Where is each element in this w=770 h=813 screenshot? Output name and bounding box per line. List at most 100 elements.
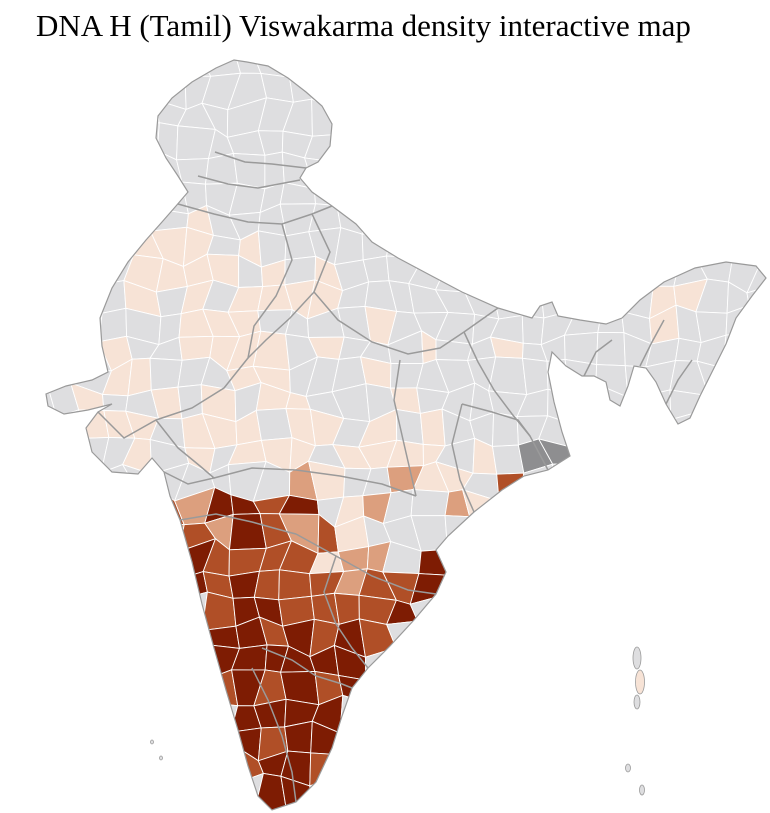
district-cell[interactable] [653, 772, 678, 811]
district-cell[interactable] [148, 179, 189, 215]
district-cell[interactable] [28, 285, 50, 314]
district-cell[interactable] [0, 211, 32, 239]
district-cell[interactable] [594, 175, 621, 212]
district-cell[interactable] [547, 149, 577, 180]
district-cell[interactable] [592, 627, 628, 656]
district-cell[interactable] [156, 694, 190, 726]
district-cell[interactable] [436, 596, 468, 624]
district-cell[interactable] [460, 800, 498, 813]
district-cell[interactable] [486, 125, 529, 161]
district-cell[interactable] [644, 670, 685, 706]
island-andaman-south[interactable] [633, 694, 641, 710]
district-cell[interactable] [46, 150, 78, 190]
district-cell[interactable] [489, 592, 525, 629]
district-cell[interactable] [48, 695, 75, 733]
district-cell[interactable] [496, 472, 525, 502]
district-cell[interactable] [414, 678, 449, 706]
district-cell[interactable] [722, 672, 754, 710]
district-cell[interactable] [698, 48, 731, 77]
district-cell[interactable] [24, 410, 59, 442]
district-cell[interactable] [0, 437, 24, 472]
district-cell[interactable] [121, 644, 159, 677]
district-cell[interactable] [513, 280, 545, 319]
district-cell[interactable] [151, 750, 188, 782]
district-cell[interactable] [624, 96, 655, 129]
district-cell[interactable] [201, 747, 241, 788]
district-cell[interactable] [569, 434, 607, 465]
district-cell[interactable] [73, 128, 112, 159]
district-cell[interactable] [30, 214, 56, 233]
district-cell[interactable] [385, 803, 413, 813]
district-cell[interactable] [538, 644, 580, 678]
district-cell[interactable] [550, 177, 570, 211]
district-cell[interactable] [3, 265, 29, 286]
district-cell[interactable] [491, 175, 527, 210]
district-cell[interactable] [671, 135, 707, 153]
district-cell[interactable] [645, 487, 678, 524]
district-cell[interactable] [486, 697, 523, 728]
district-cell[interactable] [756, 98, 770, 129]
district-cell[interactable] [446, 233, 474, 264]
district-cell[interactable] [56, 438, 80, 464]
district-cell[interactable] [675, 235, 704, 266]
district-cell[interactable] [723, 751, 758, 780]
district-cell[interactable] [154, 539, 181, 580]
district-cell[interactable] [366, 123, 394, 163]
district-cell[interactable] [569, 461, 596, 496]
district-cell[interactable] [564, 358, 598, 397]
district-cell[interactable] [357, 181, 394, 212]
district-cell[interactable] [698, 72, 725, 112]
district-cell[interactable] [567, 747, 601, 784]
district-cell[interactable] [590, 434, 631, 474]
district-cell[interactable] [385, 776, 416, 810]
district-cell[interactable] [592, 653, 626, 677]
district-cell[interactable] [26, 644, 59, 681]
district-cell[interactable] [499, 513, 521, 545]
district-cell[interactable] [539, 523, 580, 545]
district-cell[interactable] [513, 746, 550, 782]
district-cell[interactable] [227, 801, 265, 813]
district-cell[interactable] [311, 98, 334, 137]
district-cell[interactable] [201, 591, 237, 632]
district-cell[interactable] [644, 700, 684, 731]
district-cell[interactable] [103, 644, 135, 677]
district-cell[interactable] [177, 384, 203, 420]
district-cell[interactable] [752, 151, 770, 179]
district-cell[interactable] [53, 545, 82, 577]
district-cell[interactable] [0, 305, 30, 345]
district-cell[interactable] [22, 512, 59, 549]
district-cell[interactable] [77, 517, 109, 551]
district-cell[interactable] [675, 72, 705, 112]
district-cell[interactable] [650, 95, 677, 137]
district-cell[interactable] [50, 567, 75, 605]
district-cell[interactable] [28, 309, 48, 346]
district-cell[interactable] [0, 282, 28, 313]
district-cell[interactable] [355, 798, 397, 813]
district-cell[interactable] [668, 187, 700, 209]
district-cell[interactable] [622, 564, 652, 605]
island-lakshadweep-2[interactable] [159, 755, 163, 761]
district-cell[interactable] [748, 515, 770, 552]
district-cell[interactable] [1, 48, 28, 86]
district-cell[interactable] [698, 203, 726, 237]
district-cell[interactable] [103, 675, 136, 705]
district-cell[interactable] [122, 720, 158, 758]
district-cell[interactable] [356, 726, 392, 758]
district-cell[interactable] [622, 593, 658, 629]
district-cell[interactable] [0, 499, 23, 523]
district-cell[interactable] [650, 71, 683, 106]
district-cell[interactable] [570, 126, 603, 156]
district-cell[interactable] [617, 496, 653, 521]
district-cell[interactable] [721, 75, 761, 101]
district-cell[interactable] [104, 46, 130, 84]
district-cell[interactable] [645, 515, 683, 553]
district-cell[interactable] [99, 802, 139, 813]
district-cell[interactable] [722, 644, 754, 679]
district-cell[interactable] [45, 330, 84, 370]
district-cell[interactable] [53, 231, 86, 267]
district-cell[interactable] [757, 176, 770, 215]
district-cell[interactable] [330, 100, 369, 136]
district-cell[interactable] [746, 435, 770, 474]
district-cell[interactable] [697, 185, 736, 205]
district-cell[interactable] [22, 495, 58, 517]
